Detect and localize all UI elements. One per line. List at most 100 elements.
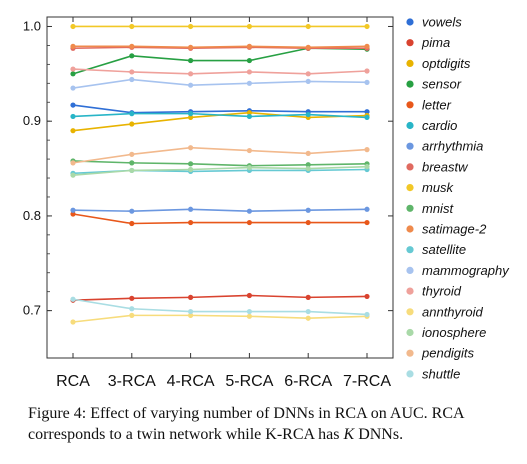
caption-line-2-end: DNNs. (354, 426, 404, 443)
legend-marker (406, 18, 414, 26)
data-point (129, 312, 135, 318)
series-satimage-2 (70, 43, 370, 50)
data-point (70, 102, 76, 108)
legend-label: letter (422, 97, 452, 112)
legend-item-optdigits: optdigits (406, 56, 471, 71)
data-point (246, 219, 252, 226)
legend-label: musk (422, 180, 455, 195)
data-point (364, 147, 370, 153)
data-point (305, 111, 311, 118)
legend-item-mnist: mnist (406, 201, 454, 216)
series-line (72, 208, 368, 212)
legend-item-arrhythmia: arrhythmia (406, 139, 483, 154)
data-point (188, 82, 194, 88)
series-mnist (70, 158, 370, 169)
y-tick-label: 1.0 (23, 18, 41, 33)
legend-label: satimage-2 (422, 222, 487, 237)
series-line (72, 213, 367, 225)
series-line (72, 104, 367, 114)
legend-label: satellite (422, 242, 466, 257)
legend-marker (406, 246, 414, 254)
legend-marker (406, 225, 414, 233)
data-point (364, 23, 370, 30)
data-point (129, 167, 135, 174)
data-point (188, 219, 194, 226)
data-point (364, 109, 370, 115)
data-point (246, 113, 252, 120)
legend-item-vowels: vowels (406, 15, 462, 30)
legend-marker (406, 349, 414, 357)
legend-item-cardio: cardio (406, 118, 457, 133)
legend-item-sensor: sensor (406, 77, 462, 92)
data-point (364, 219, 370, 226)
data-point (305, 219, 311, 226)
data-point (129, 53, 135, 59)
data-point (70, 43, 76, 49)
y-tick-label: 0.7 (23, 303, 41, 318)
data-point (188, 308, 194, 315)
data-point (129, 69, 135, 75)
data-point (364, 114, 370, 121)
data-point (188, 114, 194, 121)
data-point (70, 85, 76, 91)
line-chart: 0.7 0.8 0.9 1.0 RCA 3-RCA 4-RCA 5-RCA 6-RCA 7-RCA… (23, 15, 510, 391)
legend-label: mnist (422, 201, 454, 216)
data-point (188, 294, 194, 300)
plot-frame (46, 16, 394, 359)
data-point (246, 313, 252, 319)
data-point (129, 295, 135, 301)
data-point (305, 294, 311, 300)
axes: 0.7 0.8 0.9 1.0 RCA 3-RCA 4-RCA 5-RCA 6-RCA 7-RCA (23, 16, 394, 390)
legend-label: ionosphere (422, 325, 486, 340)
data-point (305, 71, 311, 77)
caption-line-1: Figure 4: Effect of varying number of DN… (28, 405, 464, 422)
series-line (73, 45, 368, 49)
legend-item-breastw: breastw (406, 159, 469, 174)
x-tick-label: 7-RCA (343, 373, 391, 390)
caption-k-symbol: K (343, 426, 355, 443)
data-point (70, 71, 76, 77)
legend-label: vowels (422, 15, 462, 30)
legend-marker (406, 59, 414, 67)
data-point (70, 23, 76, 30)
legend-marker (406, 204, 414, 212)
data-point (70, 66, 76, 72)
legend-label: sensor (422, 77, 462, 92)
series-mammography (70, 76, 370, 91)
y-tick-label: 0.9 (23, 113, 41, 128)
data-point (70, 319, 76, 325)
legend-label: pima (421, 35, 450, 50)
x-tick-label: 6-RCA (284, 373, 332, 390)
series-line (72, 78, 368, 89)
data-point (305, 165, 311, 172)
data-point (70, 128, 76, 134)
data-point (305, 207, 311, 213)
data-point (246, 308, 252, 315)
legend-label: arrhythmia (422, 139, 483, 154)
legend-label: annthyroid (422, 304, 483, 319)
data-point (364, 293, 370, 300)
series-vowels (70, 102, 370, 116)
legend-marker (406, 266, 414, 274)
series-pendigits (70, 145, 370, 166)
data-point (188, 312, 194, 318)
x-tick-label: 4-RCA (167, 373, 215, 390)
series-line (72, 47, 368, 75)
series-line (72, 165, 368, 176)
series-line (72, 46, 367, 50)
legend-item-letter: letter (406, 97, 452, 112)
legend-label: thyroid (422, 284, 462, 299)
data-point (70, 160, 76, 166)
data-point (246, 208, 252, 214)
series-line (72, 314, 368, 323)
series-thyroid (70, 66, 370, 77)
legend-item-ionosphere: ionosphere (406, 325, 486, 340)
legend-label: optdigits (422, 56, 471, 71)
series-line (72, 294, 368, 302)
legend: vowels pima optdigits sensor letter cardio arr… (406, 15, 510, 381)
data-point (129, 111, 135, 117)
series-annthyroid (70, 312, 370, 325)
legend-marker (406, 121, 414, 130)
figure-caption: Figure 4: Effect of varying number of DN… (28, 403, 518, 445)
data-point (129, 23, 135, 30)
